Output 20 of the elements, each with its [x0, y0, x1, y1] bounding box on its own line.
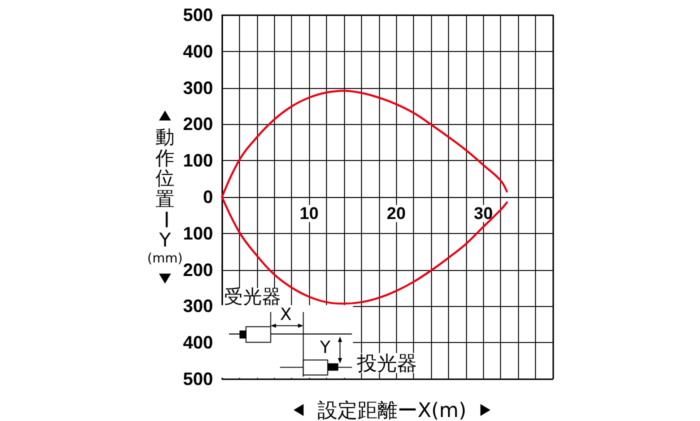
x-tick-label: 10 — [300, 204, 319, 223]
y-tick-label: 400 — [182, 332, 213, 353]
y-tick-label: 200 — [182, 260, 213, 280]
x-tick-label: 20 — [386, 204, 406, 223]
y-tick-label: 400 — [182, 41, 213, 62]
y-tick-label: 100 — [182, 223, 213, 244]
y-tick-label: 0 — [202, 187, 213, 207]
annotation: 受光器 — [224, 286, 281, 308]
x-axis-title: 設定距離ーX(m) — [318, 398, 466, 421]
annotation: 投光器 — [357, 351, 417, 375]
y-tick-label: 300 — [182, 296, 213, 316]
y-tick-label: 500 — [182, 369, 213, 389]
x-tick-label: 30 — [474, 204, 493, 223]
y-tick-label: 200 — [182, 114, 213, 134]
y-tick-label: 100 — [182, 150, 213, 171]
y-tick-label: 500 — [182, 5, 213, 25]
y-tick-label: 300 — [182, 78, 213, 98]
y-axis-title: 動作位置ーY(mm) — [147, 126, 183, 267]
annotation: Y — [320, 338, 330, 358]
annotation: X — [280, 305, 292, 325]
